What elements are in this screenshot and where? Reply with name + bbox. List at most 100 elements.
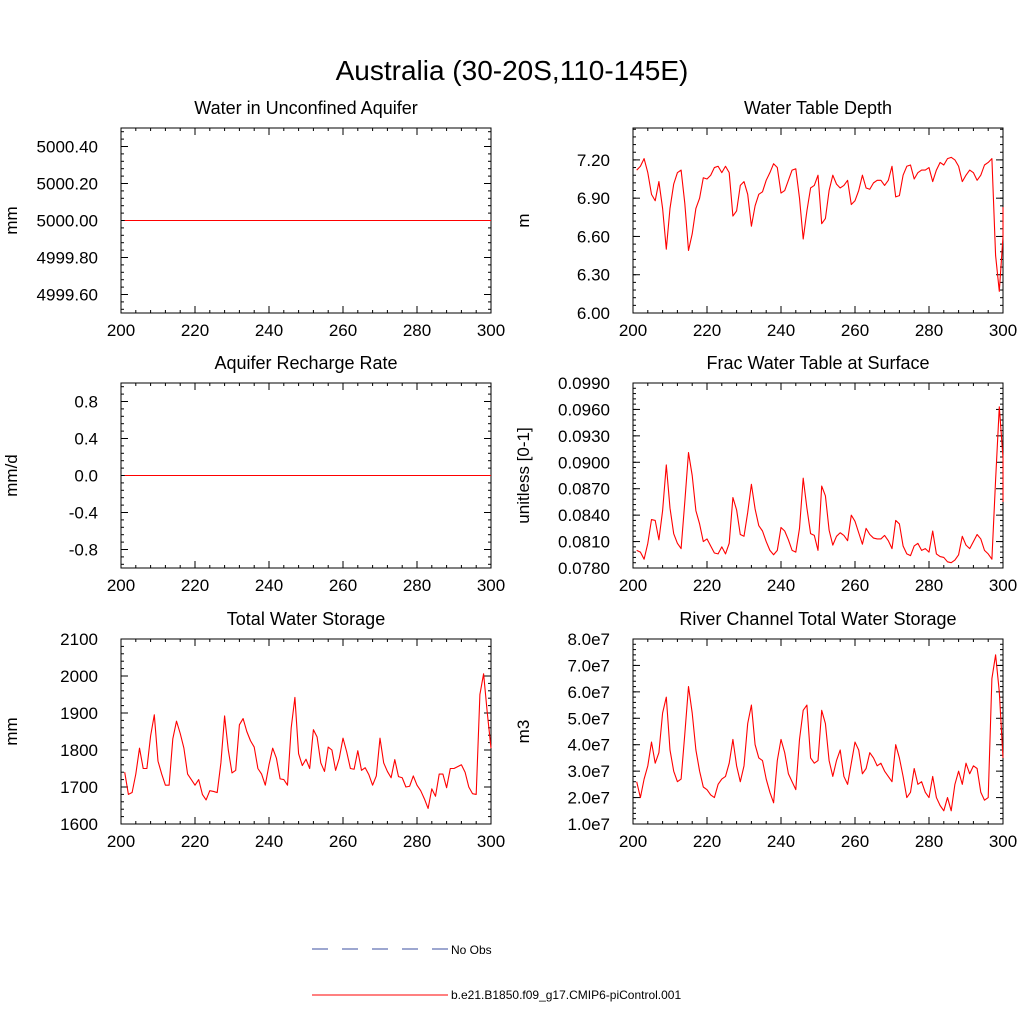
panel-river-channel-total-water-storage: River Channel Total Water Storage 200 220 2… (514, 609, 1017, 851)
x-tick-label: 260 (329, 321, 357, 340)
x-tick-label: 300 (989, 832, 1017, 851)
x-tick-label: 280 (403, 832, 431, 851)
x-tick-label: 200 (619, 576, 647, 595)
x-tick-label: 220 (181, 321, 209, 340)
y-tick-label: 8.0e7 (567, 630, 610, 649)
legend-label-model-run: b.e21.B1850.f09_g17.CMIP6-piControl.001 (451, 988, 681, 1002)
y-tick-label: 4.0e7 (567, 736, 610, 755)
y-tick-label: 1.0e7 (567, 815, 610, 834)
legend-label-no-obs: No Obs (451, 943, 492, 957)
plot-frame (120, 638, 492, 825)
x-tick-label: 300 (477, 576, 505, 595)
x-tick-label: 200 (107, 321, 135, 340)
x-tick-label: 240 (255, 576, 283, 595)
x-tick-label: 200 (107, 576, 135, 595)
x-tick-label: 240 (767, 576, 795, 595)
y-axis-label: mm/d (2, 454, 21, 497)
y-tick-label: 3.0e7 (567, 762, 610, 781)
y-tick-label: 0.0960 (558, 400, 610, 419)
y-tick-label: 5.0e7 (567, 709, 610, 728)
y-axis-label: mm (2, 717, 21, 745)
legend: No Obs b.e21.B1850.f09_g17.CMIP6-piContr… (312, 943, 681, 1002)
y-tick-label: 2000 (60, 667, 98, 686)
y-tick-label: 1600 (60, 815, 98, 834)
y-tick-label: 6.30 (577, 266, 610, 285)
y-tick-label: -0.8 (69, 541, 98, 560)
x-tick-label: 220 (693, 832, 721, 851)
y-tick-label: 0.0780 (558, 559, 610, 578)
panel-aquifer-recharge-rate: Aquifer Recharge Rate 200 220 240 260 280 300 -… (2, 353, 505, 595)
series-line (124, 673, 492, 810)
y-tick-label: 4999.60 (37, 286, 98, 305)
panel-water-in-unconfined-aquifer: Water in Unconfined Aquifer 200 220 240 260 2… (2, 98, 505, 340)
y-tick-label: 2.0e7 (567, 789, 610, 808)
x-tick-label: 260 (329, 576, 357, 595)
x-tick-label: 300 (477, 832, 505, 851)
panel-title: River Channel Total Water Storage (679, 609, 956, 629)
y-tick-label: -0.4 (69, 504, 98, 523)
panel-title: Water Table Depth (744, 98, 892, 118)
series-line (636, 406, 1004, 564)
y-tick-label: 5000.20 (37, 175, 98, 194)
panel-total-water-storage: Total Water Storage 200 220 240 260 280 300 160… (2, 609, 505, 851)
panel-title: Aquifer Recharge Rate (214, 353, 397, 373)
y-tick-label: 4999.80 (37, 249, 98, 268)
x-tick-label: 220 (181, 832, 209, 851)
y-tick-label: 0.0900 (558, 453, 610, 472)
y-axis-label: unitless [0-1] (514, 427, 533, 523)
panels-container: Water in Unconfined Aquifer 200 220 240 260 2… (2, 98, 1017, 851)
x-tick-label: 300 (477, 321, 505, 340)
y-tick-label: 6.60 (577, 227, 610, 246)
x-tick-label: 240 (255, 321, 283, 340)
x-tick-label: 300 (989, 321, 1017, 340)
x-tick-label: 280 (403, 576, 431, 595)
x-tick-label: 260 (329, 832, 357, 851)
y-tick-label: 7.0e7 (567, 656, 610, 675)
y-tick-label: 7.20 (577, 151, 610, 170)
panel-water-table-depth: Water Table Depth 200 220 240 260 280 300 6.00 6… (514, 98, 1017, 340)
panel-title: Water in Unconfined Aquifer (194, 98, 417, 118)
x-tick-label: 240 (767, 832, 795, 851)
plot-frame (632, 127, 1004, 314)
x-tick-label: 280 (915, 832, 943, 851)
figure-title: Australia (30-20S,110-145E) (336, 55, 689, 86)
y-tick-label: 0.0930 (558, 427, 610, 446)
panel-title: Frac Water Table at Surface (706, 353, 929, 373)
y-tick-label: 6.00 (577, 304, 610, 323)
y-tick-label: 1700 (60, 778, 98, 797)
plot-frame (632, 382, 1004, 569)
y-tick-label: 2100 (60, 630, 98, 649)
y-tick-label: 0.0870 (558, 480, 610, 499)
x-tick-label: 220 (693, 576, 721, 595)
series-line (636, 654, 1004, 812)
y-tick-label: 5000.00 (37, 212, 98, 231)
y-axis-label: m (514, 213, 533, 227)
y-tick-label: 0.0810 (558, 533, 610, 552)
x-tick-label: 300 (989, 576, 1017, 595)
panel-frac-water-table-at-surface: Frac Water Table at Surface 200 220 240 260 2… (514, 353, 1017, 595)
y-tick-label: 0.0840 (558, 506, 610, 525)
y-axis-label: m3 (514, 720, 533, 744)
y-tick-label: 5000.40 (37, 138, 98, 157)
x-tick-label: 220 (693, 321, 721, 340)
x-tick-label: 260 (841, 832, 869, 851)
y-tick-label: 0.4 (74, 430, 98, 449)
x-tick-label: 200 (619, 321, 647, 340)
y-tick-label: 0.8 (74, 393, 98, 412)
x-tick-label: 200 (107, 832, 135, 851)
panel-title: Total Water Storage (227, 609, 385, 629)
x-tick-label: 280 (403, 321, 431, 340)
y-tick-label: 0.0 (74, 467, 98, 486)
x-tick-label: 240 (767, 321, 795, 340)
y-tick-label: 1900 (60, 704, 98, 723)
x-tick-label: 260 (841, 576, 869, 595)
x-tick-label: 200 (619, 832, 647, 851)
y-axis-label: mm (2, 206, 21, 234)
series-line (636, 156, 1004, 292)
x-tick-label: 280 (915, 321, 943, 340)
x-tick-label: 240 (255, 832, 283, 851)
y-tick-label: 6.90 (577, 189, 610, 208)
x-tick-label: 260 (841, 321, 869, 340)
y-tick-label: 0.0990 (558, 374, 610, 393)
